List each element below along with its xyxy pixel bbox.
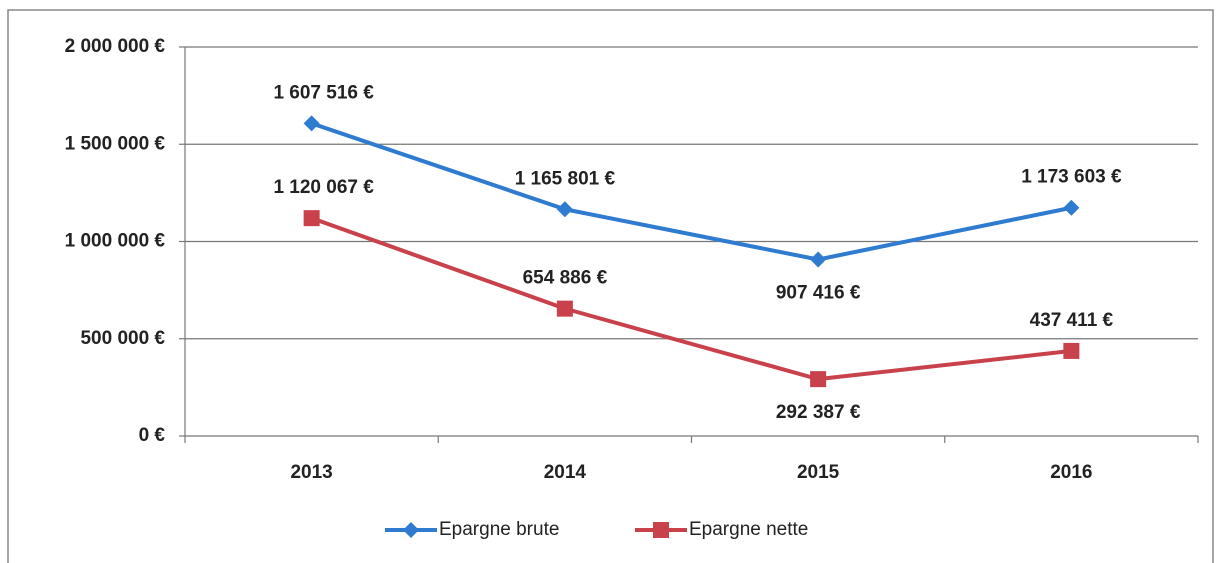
x-tick-label: 2014 bbox=[544, 462, 587, 483]
series-line bbox=[310, 121, 1072, 262]
legend-marker bbox=[403, 522, 419, 538]
data-label: 1 607 516 € bbox=[273, 82, 374, 103]
data-label: 1 173 603 € bbox=[1021, 167, 1122, 188]
data-label: 437 411 € bbox=[1030, 310, 1114, 331]
data-label: 1 120 067 € bbox=[273, 177, 374, 198]
data-label: 1 165 801 € bbox=[515, 168, 616, 189]
chart-frame bbox=[7, 9, 1214, 563]
series-line bbox=[310, 216, 1072, 382]
point bbox=[810, 251, 827, 268]
point bbox=[810, 371, 827, 388]
data-label: 292 387 € bbox=[776, 402, 861, 423]
point bbox=[1063, 342, 1080, 359]
x-tick-label: 2015 bbox=[797, 462, 840, 483]
legend-label: Epargne brute bbox=[439, 519, 559, 540]
data-label: 907 416 € bbox=[776, 283, 861, 304]
point bbox=[556, 201, 573, 218]
legend-label: Epargne nette bbox=[689, 519, 808, 540]
y-tick-label: 1 000 000 € bbox=[65, 231, 166, 252]
y-tick-label: 1 500 000 € bbox=[65, 133, 166, 154]
legend-marker bbox=[653, 522, 669, 538]
y-tick-label: 0 € bbox=[139, 425, 166, 446]
data-label: 654 886 € bbox=[523, 268, 608, 289]
point bbox=[556, 300, 573, 317]
y-tick-label: 2 000 000 € bbox=[65, 36, 166, 57]
point bbox=[303, 115, 320, 132]
point bbox=[1063, 199, 1080, 216]
x-tick-label: 2016 bbox=[1050, 462, 1092, 483]
x-tick-label: 2013 bbox=[290, 462, 332, 483]
point bbox=[303, 210, 320, 227]
y-tick-label: 500 000 € bbox=[80, 328, 165, 349]
